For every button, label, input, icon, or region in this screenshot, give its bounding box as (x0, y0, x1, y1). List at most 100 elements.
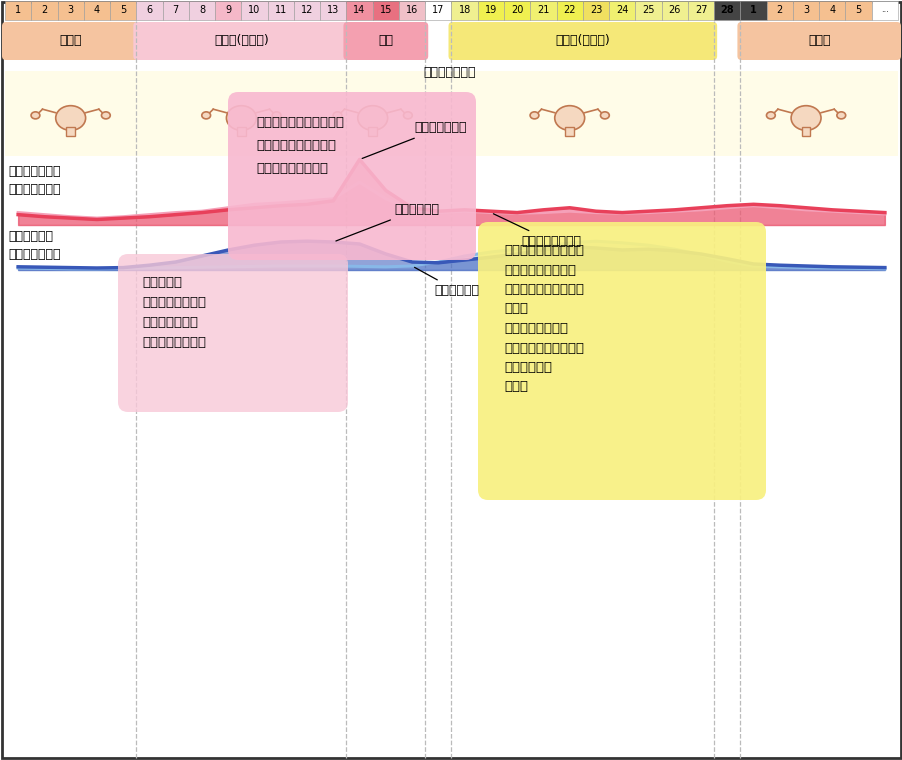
Text: 黄体化ホルモン: 黄体化ホルモン (362, 122, 466, 158)
Ellipse shape (790, 106, 820, 130)
Text: 16: 16 (406, 5, 418, 15)
Text: 卵胞刺激ホルモン: 卵胞刺激ホルモン (492, 214, 580, 248)
FancyBboxPatch shape (118, 254, 347, 412)
Ellipse shape (600, 112, 609, 119)
Bar (565, 127, 574, 135)
Ellipse shape (272, 112, 281, 119)
Bar (136, 1, 162, 20)
Bar (346, 1, 373, 20)
Ellipse shape (836, 112, 845, 119)
Text: 19: 19 (484, 5, 496, 15)
Text: 22: 22 (563, 5, 575, 15)
Text: 11: 11 (274, 5, 287, 15)
FancyBboxPatch shape (343, 22, 428, 60)
Text: ...: ... (880, 5, 888, 14)
FancyBboxPatch shape (2, 22, 139, 60)
Bar (503, 1, 529, 20)
Text: 24: 24 (615, 5, 628, 15)
Ellipse shape (554, 106, 584, 130)
Bar (818, 1, 844, 20)
Bar (844, 1, 870, 20)
Text: ・乳房が張る、痛む、
　乳首が敏感になる
・頭痛、肩こり、腰痛
・下痢
・ニキビ、膚あれ
・イライラ、憂うつ感
・不眠、眠気
・過食: ・乳房が張る、痛む、 乳首が敏感になる ・頭痛、肩こり、腰痛 ・下痢 ・ニキビ、… (503, 244, 584, 394)
Text: 下垂体から分泌
されるホルモン: 下垂体から分泌 されるホルモン (8, 165, 60, 196)
Bar (58, 1, 84, 20)
Text: 2: 2 (776, 5, 782, 15)
Text: 卵巣と子宮内膜: 卵巣と子宮内膜 (423, 66, 475, 79)
Ellipse shape (403, 112, 412, 119)
Bar (110, 1, 136, 20)
Text: 28: 28 (720, 5, 733, 15)
Text: 4: 4 (828, 5, 834, 15)
Text: 21: 21 (537, 5, 549, 15)
Bar (529, 1, 556, 20)
Ellipse shape (201, 112, 210, 119)
Ellipse shape (56, 106, 86, 130)
Text: 14: 14 (353, 5, 365, 15)
Text: 26: 26 (667, 5, 680, 15)
Text: 13: 13 (327, 5, 339, 15)
FancyBboxPatch shape (227, 92, 475, 260)
Bar (32, 1, 58, 20)
Bar (5, 71, 897, 156)
Ellipse shape (357, 106, 387, 130)
Text: 7: 7 (172, 5, 179, 15)
Text: 2: 2 (41, 5, 48, 15)
Bar (713, 1, 740, 20)
FancyBboxPatch shape (448, 22, 716, 60)
Text: ・肌や髪、
　ココロが絶好調
・ダイエットの
　効果も出やすい: ・肌や髪、 ココロが絶好調 ・ダイエットの 効果も出やすい (142, 276, 206, 349)
Text: 月経期: 月経期 (807, 34, 830, 47)
FancyBboxPatch shape (737, 22, 900, 60)
Bar (368, 127, 377, 135)
Bar (451, 1, 477, 20)
Text: 卵胞ホルモン: 卵胞ホルモン (336, 203, 439, 241)
Ellipse shape (31, 112, 40, 119)
Text: 27: 27 (694, 5, 706, 15)
Bar (582, 1, 609, 20)
Text: 5: 5 (120, 5, 126, 15)
Text: 卵巣から分泌
されるホルモン: 卵巣から分泌 されるホルモン (8, 230, 60, 261)
Ellipse shape (226, 106, 256, 130)
FancyBboxPatch shape (477, 222, 765, 500)
Bar (687, 1, 713, 20)
Bar (477, 1, 503, 20)
Text: 6: 6 (146, 5, 152, 15)
Bar (740, 1, 766, 20)
Bar (801, 127, 810, 135)
Bar (792, 1, 818, 20)
Text: 3: 3 (68, 5, 74, 15)
Text: ・おりものの量が増える
・生理痛のような痛み
・生理のような出血: ・おりものの量が増える ・生理痛のような痛み ・生理のような出血 (255, 116, 344, 175)
Text: 25: 25 (641, 5, 654, 15)
Text: 4: 4 (94, 5, 100, 15)
Bar (66, 127, 75, 135)
Text: 増殖期(卵胞期): 増殖期(卵胞期) (214, 34, 269, 47)
Bar (425, 1, 451, 20)
Text: 15: 15 (379, 5, 391, 15)
Text: 10: 10 (248, 5, 261, 15)
Bar (661, 1, 687, 20)
Bar (215, 1, 241, 20)
Bar (870, 1, 897, 20)
Text: 20: 20 (511, 5, 523, 15)
Bar (236, 127, 245, 135)
Bar (84, 1, 110, 20)
Bar (189, 1, 215, 20)
Text: 12: 12 (300, 5, 313, 15)
Text: 23: 23 (589, 5, 602, 15)
Text: 17: 17 (432, 5, 444, 15)
Text: 5: 5 (854, 5, 861, 15)
Bar (5, 1, 32, 20)
Bar (766, 1, 792, 20)
Ellipse shape (101, 112, 110, 119)
Text: 8: 8 (198, 5, 205, 15)
Text: 9: 9 (225, 5, 231, 15)
Bar (609, 1, 635, 20)
Text: 1: 1 (15, 5, 21, 15)
Bar (241, 1, 267, 20)
Text: 1: 1 (750, 5, 756, 15)
Text: 18: 18 (458, 5, 470, 15)
Bar (267, 1, 293, 20)
Text: 月経期: 月経期 (60, 34, 82, 47)
Ellipse shape (333, 112, 342, 119)
Bar (556, 1, 582, 20)
Bar (320, 1, 346, 20)
